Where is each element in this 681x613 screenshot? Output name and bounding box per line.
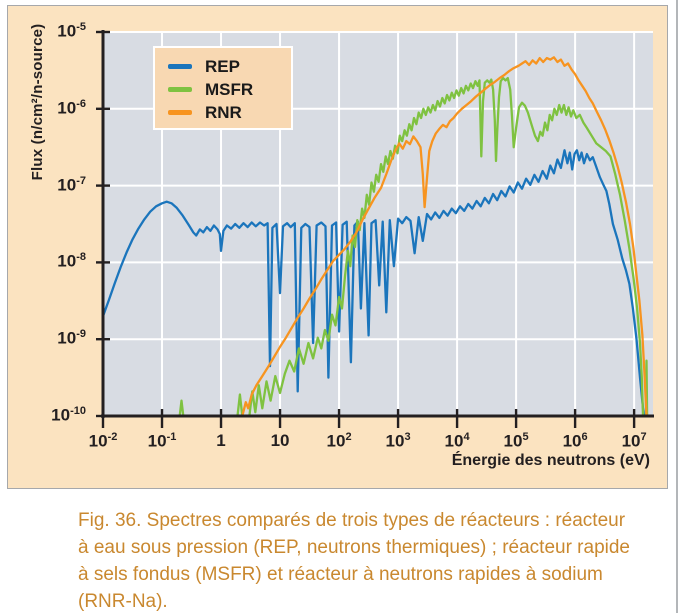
caption-line: (RNR-Na). [78, 591, 168, 612]
y-tick-label: 10-6 [57, 97, 86, 118]
x-tick-label: 107 [621, 431, 647, 451]
x-tick-label: 105 [503, 431, 529, 451]
legend-item-msfr: MSFR [155, 78, 291, 101]
y-tick-label: 10-7 [57, 174, 86, 195]
y-tick-label: 10-8 [57, 251, 86, 272]
y-tick-label: 10-9 [57, 328, 86, 348]
legend-item-rnr: RNR [155, 101, 291, 124]
series-line-rnr [241, 56, 648, 418]
page-edge-line [676, 0, 678, 613]
legend-item-rep: REP [155, 55, 291, 78]
legend-label-rnr: RNR [205, 102, 242, 122]
caption-line: Fig. 36. Spectres comparés de trois type… [78, 510, 626, 531]
x-tick-label: 1 [216, 431, 226, 450]
x-tick-label: 103 [385, 431, 411, 451]
legend-swatch-rnr [168, 110, 192, 115]
legend-label-rep: REP [205, 56, 240, 76]
figure-caption: Fig. 36. Spectres comparés de trois type… [78, 507, 678, 613]
legend-swatch-msfr [168, 87, 192, 92]
chart-card: Flux (n/cm²/n-source) Énergie des neutro… [7, 5, 668, 489]
legend-label-msfr: MSFR [205, 79, 254, 99]
x-tick-label: 10 [270, 431, 290, 450]
x-tick-label: 10-1 [147, 431, 177, 451]
x-tick-label: 106 [562, 431, 588, 451]
x-tick-label: 104 [444, 431, 470, 451]
legend-swatch-rep [168, 64, 192, 69]
series-line-msfr [178, 76, 649, 418]
caption-line: à eau sous pression (REP, neutrons therm… [78, 537, 631, 558]
legend: REP MSFR RNR [153, 46, 293, 130]
x-axis-title: Énergie des neutrons (eV) [451, 452, 650, 469]
series-line-rep [101, 149, 646, 418]
y-tick-label: 10-10 [51, 405, 86, 425]
spectra-chart-svg [96, 30, 654, 428]
x-tick-label: 10-2 [88, 431, 118, 451]
x-tick-label: 102 [326, 431, 352, 451]
y-tick-label: 10-5 [57, 21, 86, 41]
caption-line: à sels fondus (MSFR) et réacteur à neutr… [78, 564, 603, 585]
